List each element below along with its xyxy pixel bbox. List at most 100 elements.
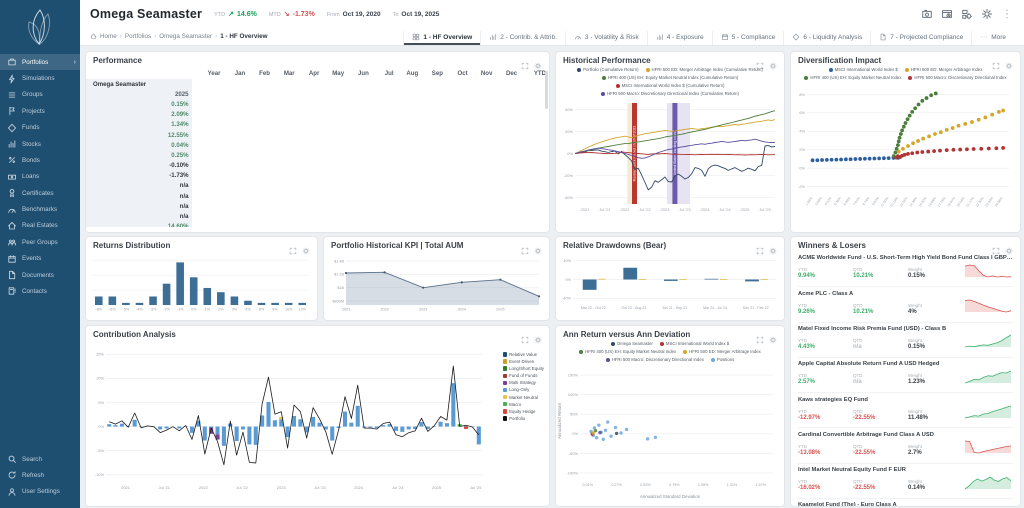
legend-item-event-driven[interactable]: Event Driven (502, 359, 544, 364)
list-item-kaws-strategies-eq-fund[interactable]: Kaws strategies EQ Fund YTD -12.97% QTD -22.… (798, 393, 1013, 429)
schedule-window-icon[interactable] (940, 8, 954, 21)
legend-item-msci-international-world-index[interactable]: MSCI International World Index $ (659, 341, 729, 348)
column-header-year[interactable]: Year (207, 69, 221, 77)
legend-item-hfri-500-macro-discretionary-directional-index[interactable]: HFRI 500 Macro: Discretionary Directiona… (908, 75, 1007, 82)
gear-icon[interactable] (1005, 57, 1013, 69)
column-header-apr[interactable]: Apr (308, 69, 320, 77)
date-to[interactable]: To Oct 19, 2025 (393, 11, 440, 18)
sidebar-item-loans[interactable]: Loans (0, 169, 80, 185)
sidebar-item-stocks[interactable]: Stocks (0, 136, 80, 152)
list-item-kaamelot-fund-the-euro-class-a[interactable]: Kaamelot Fund (The) - Euro Class AYTD-96… (798, 499, 1013, 506)
column-header-jun[interactable]: Jun (357, 69, 369, 77)
legend-item-relative-value[interactable]: Relative Value (502, 352, 544, 357)
legend-item-omega-seamaster[interactable]: Omega Seamaster (610, 341, 653, 348)
legend-item-portfolio[interactable]: Portfolio (502, 416, 544, 421)
tab-7-projected-compliance[interactable]: 7 - Projected Compliance (870, 31, 971, 45)
sidebar-item-bonds[interactable]: Bonds (0, 152, 80, 168)
legend-item-multi-strategy[interactable]: Multi Strategy (502, 380, 544, 385)
list-item-intel-market-neutral-equity-fund-f-eur[interactable]: Intel Market Neutral Equity Fund F EUR YT… (798, 464, 1013, 499)
sidebar-item-real-estates[interactable]: Real Estates (0, 218, 80, 234)
tab-6-liquidity-analysis[interactable]: 6 - Liquidity Analysis (783, 31, 870, 45)
list-item-matel-fixed-income-risk-premia-fund-usd-[interactable]: Matel Fixed Income Risk Premia Fund (USD… (798, 323, 1013, 358)
gear-icon[interactable] (980, 8, 994, 21)
expand-icon[interactable] (992, 242, 1000, 254)
breadcrumb-item[interactable]: Home (100, 33, 117, 40)
list-item-apple-capital-absolute-return-fund-a-usd[interactable]: Apple Capital Absolute Return Fund A USD… (798, 358, 1013, 394)
sidebar-footer-user-settings[interactable]: User Settings (0, 484, 80, 500)
legend-item-long-short-equity[interactable]: Long/Short Equity (502, 366, 544, 371)
scrollbar[interactable] (545, 71, 548, 109)
tab-4-exposure[interactable]: 4 - Exposure (646, 31, 712, 45)
tab-more[interactable]: More (971, 31, 1014, 45)
expand-icon[interactable] (289, 242, 297, 254)
column-header-nov[interactable]: Nov (480, 69, 493, 77)
legend-item-msci-international-world-index[interactable]: MSCI International World Index $ (828, 67, 898, 74)
sidebar-footer-refresh[interactable]: Refresh (0, 467, 80, 483)
legend-item-fund-of-funds[interactable]: Fund of Funds (502, 373, 544, 378)
sidebar-item-funds[interactable]: Funds (0, 120, 80, 136)
expand-icon[interactable] (521, 242, 529, 254)
legend-item-hfri-500-macro-discretionary-directional-index-cumulative-return[interactable]: HFRI 500 Macro: Discretionary Directiona… (601, 91, 739, 98)
gear-icon[interactable] (534, 331, 542, 343)
legend-item-market-neutral[interactable]: Market Neutral (502, 395, 544, 400)
table-row-omega-seamaster-2025[interactable]: Omega Seamaster 2025 0.15% 2.09% 1.34% 12.55%… (86, 79, 192, 227)
expand-icon[interactable] (521, 57, 529, 69)
gear-icon[interactable] (302, 242, 310, 254)
tab-3-volatility-risk[interactable]: 3 - Volatility & Risk (564, 31, 647, 45)
sidebar-item-simulations[interactable]: Simulations (0, 70, 80, 86)
column-header-sep[interactable]: Sep (431, 69, 443, 77)
list-item-acme-worldwide-fund-u-s-short-term-high-[interactable]: ACME Worldwide Fund - U.S. Short-Term Hi… (798, 252, 1013, 288)
legend-item-hfri-400-us-eh-equity-market-neutral-index[interactable]: HFRI 400 (US) EH: Equity Market Neutral … (804, 75, 901, 82)
column-header-jan[interactable]: Jan (234, 69, 246, 77)
breadcrumb-item[interactable]: Omega Seamaster (159, 33, 213, 40)
column-header-mar[interactable]: Mar (283, 69, 295, 77)
legend-item-msci-international-world-index-cumulative-return[interactable]: MSCI International World Index $ (Cumula… (615, 83, 724, 90)
sidebar-item-projects[interactable]: Projects (0, 103, 80, 119)
date-from[interactable]: From Oct 19, 2020 (327, 11, 381, 18)
performance-table[interactable]: Year Jan Feb Mar Apr May Jun Jul Aug Sep Oct Nov Dec… (86, 67, 549, 227)
sidebar-item-contacts[interactable]: Contacts (0, 283, 80, 299)
legend-item-hfri-400-us-eh-equity-market-neutral-index-cumulative-return[interactable]: HFRI 400 (US) EH: Equity Market Neutral … (601, 75, 738, 82)
tab-1-hf-overview[interactable]: 1 - HF Overview (403, 31, 480, 45)
expand-icon[interactable] (756, 331, 764, 343)
column-header[interactable] (86, 67, 192, 79)
breadcrumb-item[interactable]: 1 - HF Overview (220, 33, 268, 40)
kebab-menu-icon[interactable] (1000, 8, 1014, 21)
sidebar-item-events[interactable]: Events (0, 251, 80, 267)
gear-icon[interactable] (534, 57, 542, 69)
legend-item-hfri-400-us-eh-equity-market-neutral-index[interactable]: HFRI 400 (US) EH: Equity Market Neutral … (579, 349, 676, 356)
column-header-oct[interactable]: Oct (457, 69, 468, 77)
expand-icon[interactable] (521, 331, 529, 343)
breadcrumb-item[interactable]: Portfolios (124, 33, 152, 40)
sidebar-item-peer-groups[interactable]: Peer Groups (0, 234, 80, 250)
expand-icon[interactable] (756, 57, 764, 69)
expand-icon[interactable] (756, 242, 764, 254)
legend-item-hfri-500-ed-merger-arbitrage-index[interactable]: HFRI 500 ED: Merger Arbitrage Index (904, 67, 982, 74)
sidebar-item-benchmarks[interactable]: Benchmarks (0, 201, 80, 217)
sidebar-item-groups[interactable]: Groups (0, 87, 80, 103)
legend-item-equity-hedge[interactable]: Equity Hedge (502, 409, 544, 414)
sidebar-item-documents[interactable]: Documents (0, 267, 80, 283)
layout-settings-icon[interactable] (960, 8, 974, 21)
sidebar-item-portfolios[interactable]: Portfolios › (0, 54, 80, 71)
expand-icon[interactable] (992, 57, 1000, 69)
sidebar-footer-search[interactable]: Search (0, 451, 80, 467)
gear-icon[interactable] (534, 242, 542, 254)
gear-icon[interactable] (769, 242, 777, 254)
tab-5-compliance[interactable]: 5 - Compliance (711, 31, 784, 45)
column-header-dec[interactable]: Dec (505, 69, 518, 77)
tab-2-contrib-attrib[interactable]: 2 - Contrib. & Attrib. (480, 31, 565, 45)
column-header-may[interactable]: May (332, 69, 345, 77)
column-header-aug[interactable]: Aug (406, 69, 419, 77)
column-header-jul[interactable]: Jul (384, 69, 394, 77)
gear-icon[interactable] (1005, 242, 1013, 254)
column-header-ytd[interactable]: YTD (533, 69, 546, 77)
screenshot-icon[interactable] (920, 8, 934, 21)
app-logo[interactable] (0, 0, 80, 52)
legend-item-long-only[interactable]: Long-Only (502, 387, 544, 392)
legend-item-hfri-500-macro-discretionary-directional-index[interactable]: HFRI 500 Macro: Discretionary Directiona… (605, 357, 704, 364)
legend-item-positions[interactable]: Positions (710, 357, 734, 364)
column-header-feb[interactable]: Feb (259, 69, 270, 77)
legend-item-hfri-500-ed-merger-arbitrage-index[interactable]: HFRI 500 ED: Merger Arbitrage Index (683, 349, 761, 356)
legend-item-hfri-500-ed-merger-arbitrage-index-cumulative-return[interactable]: HFRI 500 ED: Merger Arbitrage Index (Cum… (645, 67, 763, 74)
